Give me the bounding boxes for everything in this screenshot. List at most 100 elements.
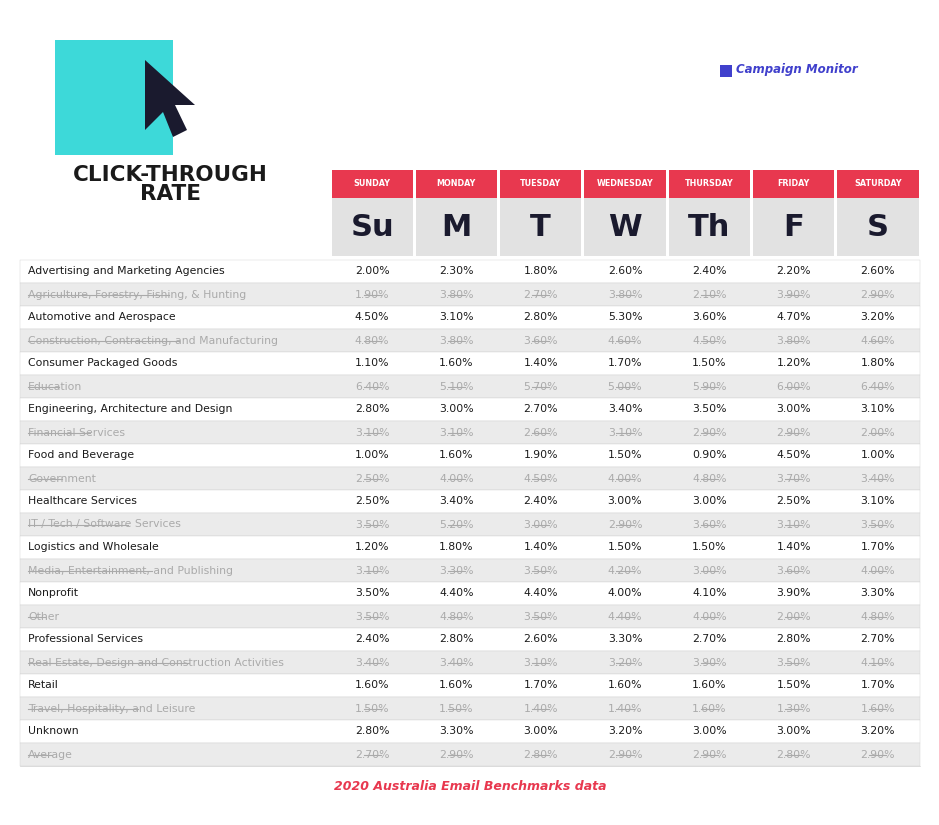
Text: 3.10%: 3.10% [861, 497, 895, 507]
Text: 2.80%: 2.80% [523, 749, 558, 760]
Text: 3.50%: 3.50% [692, 404, 727, 414]
Text: 3.90%: 3.90% [777, 588, 810, 598]
Text: Agriculture, Forestry, Fishing, & Hunting: Agriculture, Forestry, Fishing, & Huntin… [28, 290, 246, 299]
FancyBboxPatch shape [20, 306, 920, 329]
Text: Su: Su [350, 213, 394, 242]
Text: 3.60%: 3.60% [523, 336, 558, 346]
FancyBboxPatch shape [20, 651, 920, 674]
Text: 1.00%: 1.00% [355, 450, 390, 460]
Text: IT / Tech / Software Services: IT / Tech / Software Services [28, 520, 181, 530]
Text: 2.00%: 2.00% [860, 427, 895, 437]
Text: 1.80%: 1.80% [861, 359, 895, 369]
Text: 2.80%: 2.80% [523, 313, 558, 323]
Text: 4.50%: 4.50% [777, 450, 810, 460]
FancyBboxPatch shape [838, 170, 918, 198]
Text: 2.20%: 2.20% [777, 266, 810, 276]
Text: 4.10%: 4.10% [692, 588, 727, 598]
Text: 1.60%: 1.60% [692, 704, 727, 714]
Text: 3.00%: 3.00% [692, 497, 727, 507]
Text: MONDAY: MONDAY [437, 180, 476, 188]
Text: 1.60%: 1.60% [439, 450, 473, 460]
FancyBboxPatch shape [20, 352, 920, 375]
Text: 2.40%: 2.40% [523, 497, 558, 507]
FancyBboxPatch shape [20, 421, 920, 444]
FancyBboxPatch shape [20, 375, 920, 398]
Text: 1.00%: 1.00% [860, 450, 895, 460]
Text: Food and Beverage: Food and Beverage [28, 450, 134, 460]
Text: 3.50%: 3.50% [523, 565, 558, 576]
Text: 1.40%: 1.40% [523, 704, 558, 714]
Text: 1.60%: 1.60% [439, 681, 473, 691]
Text: 2.50%: 2.50% [355, 497, 390, 507]
FancyBboxPatch shape [584, 198, 666, 256]
Text: 1.50%: 1.50% [439, 704, 473, 714]
Text: 3.50%: 3.50% [523, 611, 558, 621]
Text: 6.00%: 6.00% [777, 381, 811, 392]
Text: 2.50%: 2.50% [777, 497, 810, 507]
Text: 3.60%: 3.60% [692, 313, 727, 323]
FancyBboxPatch shape [331, 198, 413, 256]
Text: 5.00%: 5.00% [608, 381, 642, 392]
Text: 5.10%: 5.10% [439, 381, 473, 392]
Text: 1.10%: 1.10% [355, 359, 390, 369]
Text: 2.30%: 2.30% [439, 266, 473, 276]
Text: TUESDAY: TUESDAY [520, 180, 562, 188]
Text: 2.80%: 2.80% [439, 634, 473, 644]
Text: 2.60%: 2.60% [608, 266, 642, 276]
Text: 4.70%: 4.70% [777, 313, 810, 323]
Text: RATE: RATE [140, 184, 201, 204]
Text: Nonprofit: Nonprofit [28, 588, 79, 598]
Text: 5.30%: 5.30% [608, 313, 642, 323]
FancyBboxPatch shape [669, 170, 750, 198]
FancyBboxPatch shape [20, 720, 920, 743]
Text: 2.40%: 2.40% [692, 266, 727, 276]
Text: 3.10%: 3.10% [355, 565, 390, 576]
FancyBboxPatch shape [55, 40, 173, 155]
Text: 3.20%: 3.20% [861, 727, 895, 737]
Text: CLICK-THROUGH: CLICK-THROUGH [72, 165, 268, 185]
Text: Automotive and Aerospace: Automotive and Aerospace [28, 313, 176, 323]
Text: 1.50%: 1.50% [692, 543, 727, 553]
Text: 2.10%: 2.10% [692, 290, 727, 299]
Text: 2.90%: 2.90% [777, 427, 810, 437]
Text: 3.80%: 3.80% [608, 290, 642, 299]
Text: 3.90%: 3.90% [692, 658, 727, 667]
Text: 2.70%: 2.70% [355, 749, 390, 760]
FancyBboxPatch shape [20, 743, 920, 766]
Text: Travel, Hospitality, and Leisure: Travel, Hospitality, and Leisure [28, 704, 195, 714]
Text: Retail: Retail [28, 681, 59, 691]
FancyBboxPatch shape [20, 628, 920, 651]
Text: 2.90%: 2.90% [608, 749, 642, 760]
Text: 2.80%: 2.80% [777, 634, 810, 644]
Text: 2.70%: 2.70% [861, 634, 895, 644]
Text: 1.20%: 1.20% [355, 543, 390, 553]
Text: 4.40%: 4.40% [439, 588, 473, 598]
Text: 1.40%: 1.40% [523, 543, 558, 553]
Text: 5.20%: 5.20% [439, 520, 473, 530]
Text: Engineering, Architecture and Design: Engineering, Architecture and Design [28, 404, 232, 414]
Text: 4.60%: 4.60% [861, 336, 895, 346]
Text: 3.10%: 3.10% [861, 404, 895, 414]
Text: 2.90%: 2.90% [608, 520, 642, 530]
Text: Construction, Contracting, and Manufacturing: Construction, Contracting, and Manufactu… [28, 336, 278, 346]
Text: 3.60%: 3.60% [692, 520, 727, 530]
Text: 4.80%: 4.80% [861, 611, 895, 621]
Text: F: F [783, 213, 804, 242]
Text: 2.80%: 2.80% [355, 404, 390, 414]
Text: 3.00%: 3.00% [608, 497, 642, 507]
Text: 4.80%: 4.80% [355, 336, 390, 346]
Text: 3.50%: 3.50% [355, 588, 390, 598]
Text: 1.60%: 1.60% [608, 681, 642, 691]
Text: 1.50%: 1.50% [692, 359, 727, 369]
Text: 3.30%: 3.30% [608, 634, 642, 644]
Text: Real Estate, Design and Construction Activities: Real Estate, Design and Construction Act… [28, 658, 284, 667]
Text: 3.10%: 3.10% [608, 427, 642, 437]
Text: 3.10%: 3.10% [355, 427, 390, 437]
FancyBboxPatch shape [500, 198, 581, 256]
Text: 4.50%: 4.50% [355, 313, 390, 323]
Text: 4.00%: 4.00% [860, 565, 895, 576]
Text: 3.40%: 3.40% [355, 658, 390, 667]
Text: 4.00%: 4.00% [608, 588, 642, 598]
Text: 3.90%: 3.90% [777, 290, 810, 299]
FancyBboxPatch shape [669, 198, 750, 256]
